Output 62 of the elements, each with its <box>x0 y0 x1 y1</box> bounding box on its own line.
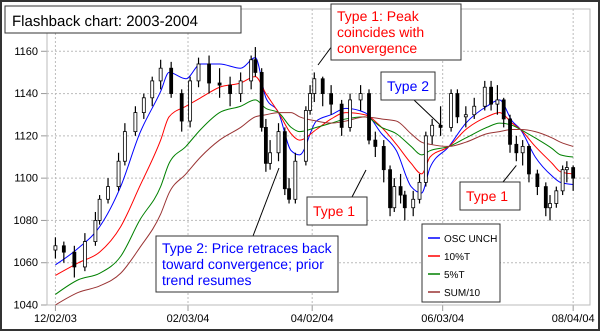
candlestick <box>249 54 254 90</box>
y-tick-label: 1080 <box>14 214 38 227</box>
candlestick <box>418 173 422 204</box>
candlestick <box>320 76 325 107</box>
legend-label: 10%T <box>444 252 470 263</box>
candlestick <box>142 92 146 120</box>
annotation: Type 1 <box>466 188 508 204</box>
annotation: Type 2 <box>387 78 430 94</box>
candlestick <box>340 99 344 136</box>
y-tick-label: 1100 <box>14 172 38 185</box>
candlestick <box>150 76 154 107</box>
candlestick <box>438 106 442 136</box>
candlestick <box>238 72 243 103</box>
candlestick <box>430 118 434 145</box>
legend-label: SUM/10 <box>444 288 481 299</box>
y-tick-label: 1060 <box>14 257 38 270</box>
candlestick <box>196 57 200 88</box>
x-tick-label: 12/02/03 <box>34 312 77 325</box>
legend-label: OSC UNCH <box>444 234 498 245</box>
candlestick <box>54 236 58 260</box>
chart-title: Flashback chart: 2003-2004 <box>12 13 198 30</box>
y-tick-label: 1160 <box>14 46 38 58</box>
x-tick-label: 06/03/04 <box>421 312 464 325</box>
candlestick <box>411 190 416 217</box>
x-tick-label: 04/02/04 <box>290 312 334 325</box>
candlestick <box>502 97 506 128</box>
y-tick-label: 1140 <box>14 88 38 100</box>
candlestick <box>544 182 548 217</box>
y-tick-label: 1040 <box>14 300 38 312</box>
candlestick <box>571 164 576 192</box>
candlestick <box>106 178 110 204</box>
candlestick <box>472 97 476 120</box>
y-tick-label: 1120 <box>14 130 38 142</box>
candlestick <box>218 68 222 98</box>
candlestick <box>402 190 407 222</box>
annotation: Type 2: Price retraces back toward convergence; prior trend resumes <box>162 240 333 288</box>
candlestick <box>253 46 258 78</box>
candlestick <box>207 54 211 94</box>
candlestick <box>358 84 362 112</box>
candlestick <box>382 139 386 183</box>
candlestick <box>373 131 378 158</box>
candlestick <box>560 164 565 196</box>
legend-label: 5%T <box>444 270 465 281</box>
x-tick-label: 02/03/04 <box>166 312 210 325</box>
annotation: Type 1: Peak coincides with convergence <box>337 8 424 56</box>
candlestick <box>554 186 558 208</box>
candlestick <box>133 106 138 136</box>
candlestick <box>489 80 493 112</box>
candlestick <box>276 122 280 162</box>
candlestick <box>329 84 334 116</box>
candlestick <box>535 169 540 196</box>
candlestick <box>520 139 525 166</box>
candlestick <box>62 240 66 264</box>
candlestick <box>495 84 500 116</box>
candlestick <box>456 88 460 124</box>
candlestick <box>228 76 232 107</box>
candlestick <box>72 245 76 278</box>
candlestick <box>482 80 487 112</box>
candlestick <box>158 59 163 90</box>
candlestick <box>514 135 518 162</box>
annotation: Type 1 <box>313 203 356 219</box>
x-tick-label: 08/04/04 <box>552 312 595 325</box>
